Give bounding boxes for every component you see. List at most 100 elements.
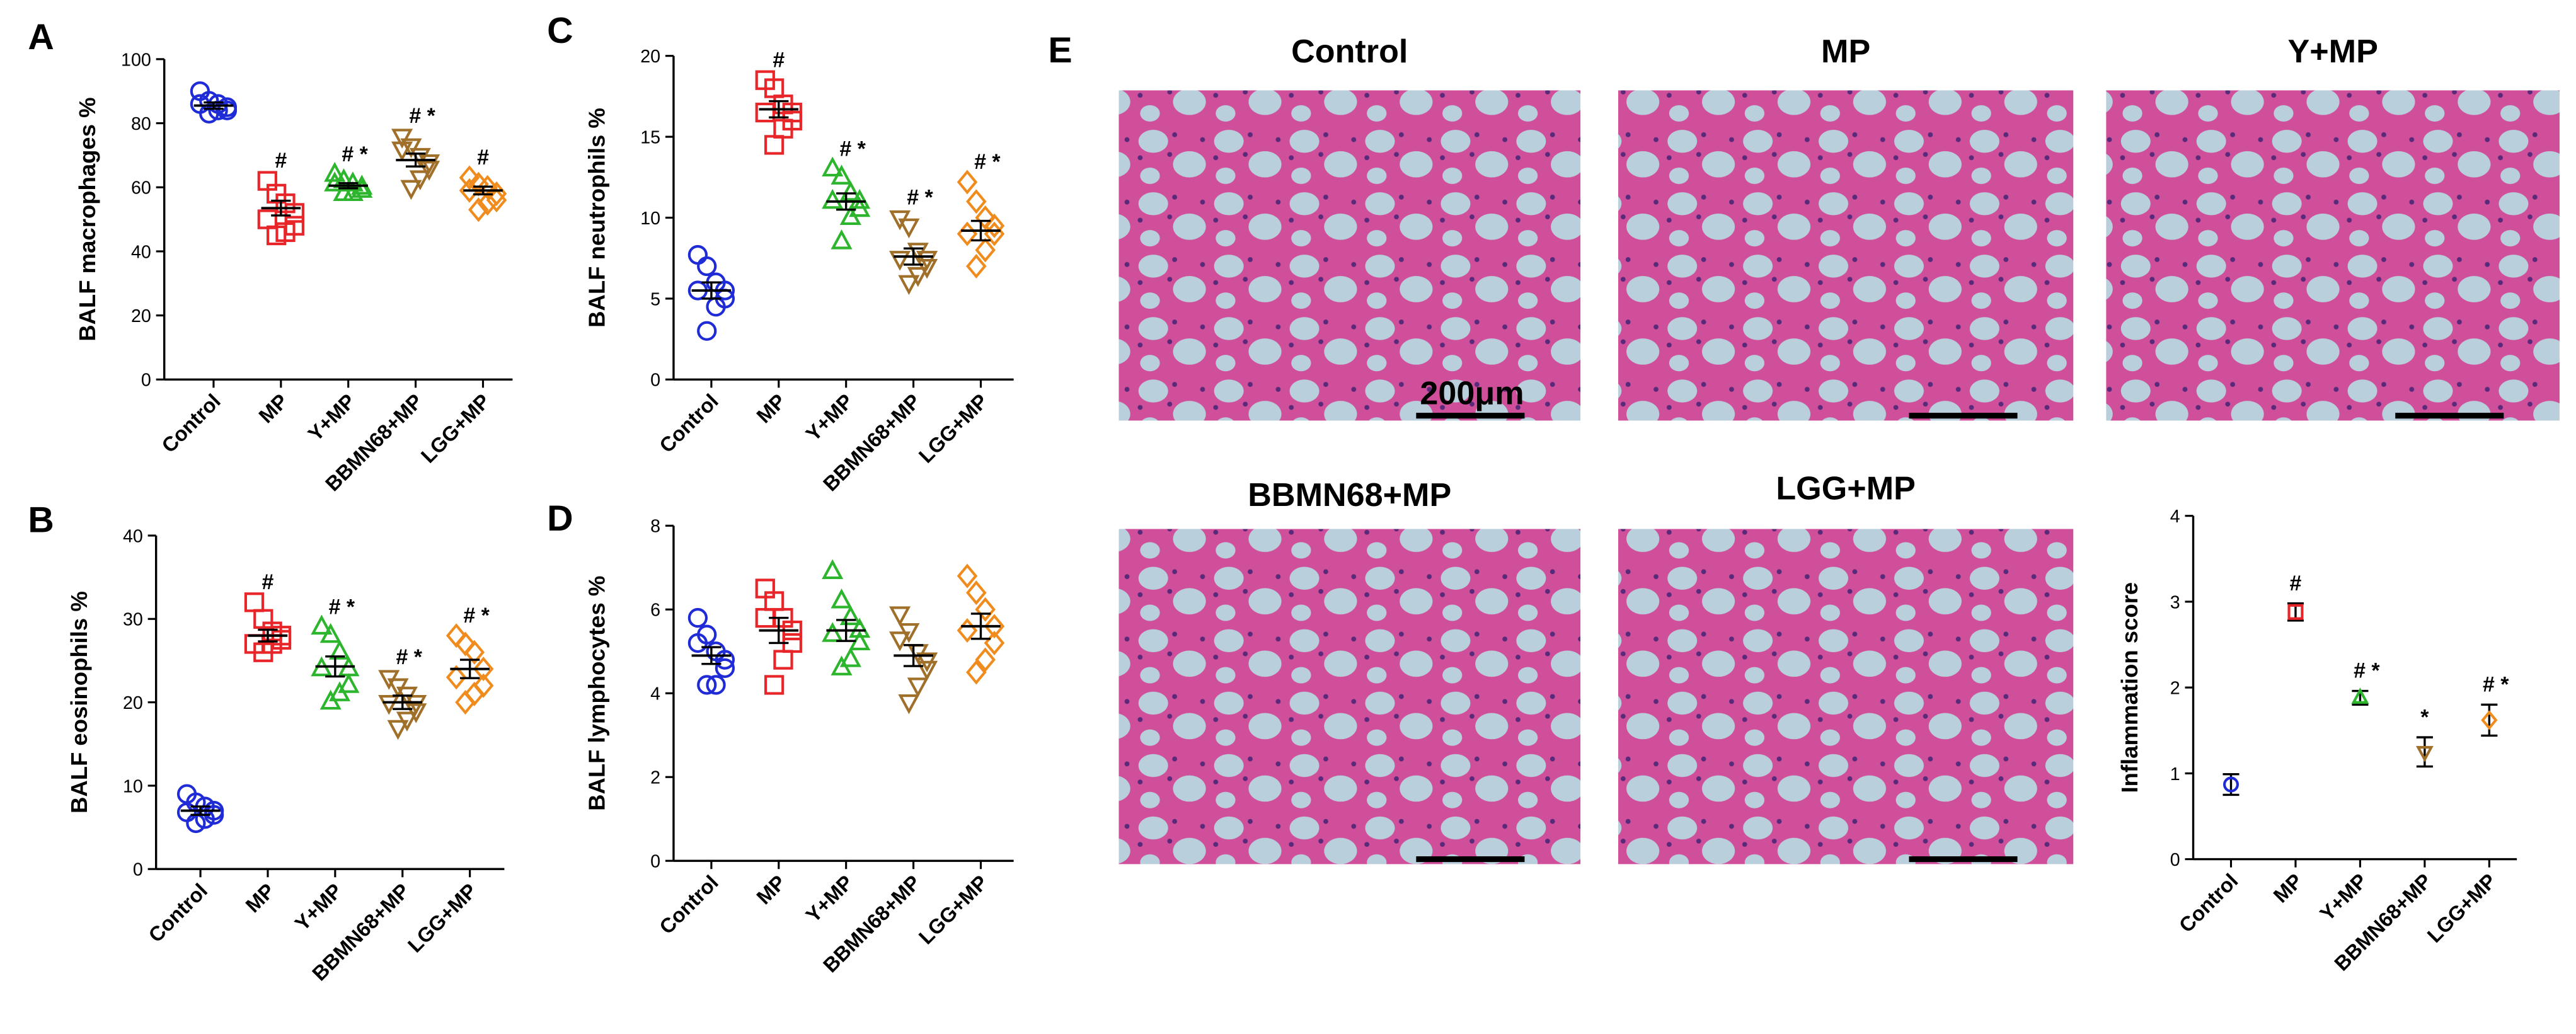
- data-point: [822, 156, 844, 177]
- panel-letter: D: [547, 498, 573, 539]
- x-tick-label: Y+MP: [304, 389, 360, 445]
- significance-mark: # *: [907, 186, 933, 210]
- image-title: Y+MP: [2287, 33, 2378, 70]
- data-point: [975, 238, 996, 263]
- data-point: [697, 256, 717, 277]
- histology-image: [1118, 90, 1581, 421]
- y-axis-label: Inflammation score: [2117, 582, 2142, 793]
- data-point: [831, 589, 853, 609]
- x-tick-label: LGG+MP: [914, 389, 992, 467]
- x-tick-label: Y+MP: [802, 871, 858, 927]
- data-point: [319, 623, 342, 643]
- x-tick-label: Control: [158, 389, 225, 457]
- significance-mark: # *: [2354, 659, 2380, 683]
- error-bar: [393, 694, 413, 710]
- data-point: [2222, 776, 2240, 793]
- data-point: [715, 658, 735, 678]
- data-point: [328, 681, 351, 701]
- error-bar: [204, 101, 224, 110]
- data-point: [898, 218, 920, 239]
- y-tick-label: 15: [640, 128, 660, 148]
- y-tick-label: 8: [650, 517, 660, 537]
- data-point: [387, 720, 409, 740]
- error-bar: [769, 100, 789, 118]
- y-tick-label: 60: [131, 178, 151, 198]
- data-point: [477, 175, 498, 200]
- y-tick-label: 2: [2170, 679, 2180, 699]
- data-point: [333, 181, 355, 201]
- y-tick-label: 0: [650, 852, 660, 872]
- data-point: [889, 606, 911, 626]
- data-point: [831, 164, 853, 185]
- y-tick-label: 6: [650, 600, 660, 621]
- y-tick-label: 10: [640, 209, 660, 229]
- x-tick-label: Y+MP: [802, 389, 858, 445]
- data-point: [473, 657, 494, 682]
- significance-mark: # *: [329, 595, 355, 619]
- data-point: [916, 660, 938, 681]
- data-point: [473, 673, 494, 698]
- x-tick-label: MP: [2269, 870, 2307, 907]
- error-bar: [836, 619, 856, 642]
- y-tick-label: 20: [640, 47, 660, 67]
- y-tick-label: 2: [650, 768, 660, 788]
- y-tick-label: 30: [123, 610, 143, 630]
- x-tick-label: Y+MP: [2316, 870, 2372, 926]
- x-tick-label: Control: [144, 879, 212, 946]
- error-bar: [903, 644, 924, 667]
- data-point: [839, 647, 861, 667]
- error-bar: [473, 185, 493, 196]
- data-point: [446, 665, 467, 690]
- data-point: [957, 618, 978, 643]
- error-bar: [769, 616, 789, 645]
- histology-image: [1618, 529, 2074, 865]
- data-point: [2351, 687, 2369, 704]
- data-point: [391, 129, 413, 149]
- significance-mark: #: [275, 149, 287, 173]
- data-point: [378, 695, 400, 715]
- error-bar: [970, 612, 991, 640]
- significance-mark: # *: [396, 645, 422, 669]
- error-bar: [271, 199, 291, 217]
- x-tick-label: MP: [752, 871, 790, 909]
- data-point: [328, 640, 351, 660]
- image-title: MP: [1821, 33, 1870, 70]
- image-title: BBMN68+MP: [1248, 477, 1451, 514]
- histology-image: [1618, 90, 2074, 421]
- data-point: [697, 675, 717, 695]
- data-point: [966, 189, 987, 214]
- data-point: [446, 623, 467, 648]
- y-tick-label: 40: [131, 242, 151, 262]
- data-point: [849, 188, 871, 209]
- error-bar: [970, 219, 991, 242]
- data-point: [217, 100, 238, 120]
- significance-mark: # *: [342, 142, 368, 166]
- data-point: [324, 161, 346, 182]
- y-axis-label: BALF lymphocytes %: [584, 576, 609, 811]
- significance-mark: # *: [974, 150, 1001, 174]
- data-point: [839, 180, 861, 201]
- x-tick-label: Control: [655, 389, 723, 457]
- error-bar: [836, 192, 856, 211]
- x-tick-label: LGG+MP: [2423, 870, 2500, 947]
- x-tick-label: MP: [255, 389, 292, 427]
- x-tick-label: Control: [655, 871, 723, 938]
- data-point: [697, 321, 717, 341]
- data-point: [455, 690, 476, 715]
- y-tick-label: 100: [121, 50, 151, 70]
- data-point: [822, 622, 844, 642]
- error-bar: [190, 805, 210, 816]
- data-point: [966, 580, 987, 606]
- data-point: [464, 681, 485, 706]
- data-point: [822, 559, 844, 580]
- significance-mark: #: [2290, 572, 2302, 595]
- x-tick-label: LGG+MP: [403, 879, 481, 956]
- data-point: [190, 94, 210, 114]
- data-point: [975, 205, 996, 231]
- y-tick-label: 1: [2170, 764, 2180, 784]
- error-bar: [405, 152, 426, 168]
- data-point: [822, 188, 844, 209]
- y-axis-label: BALF macrophages %: [74, 97, 100, 341]
- data-point: [839, 605, 861, 626]
- significance-mark: #: [773, 48, 785, 72]
